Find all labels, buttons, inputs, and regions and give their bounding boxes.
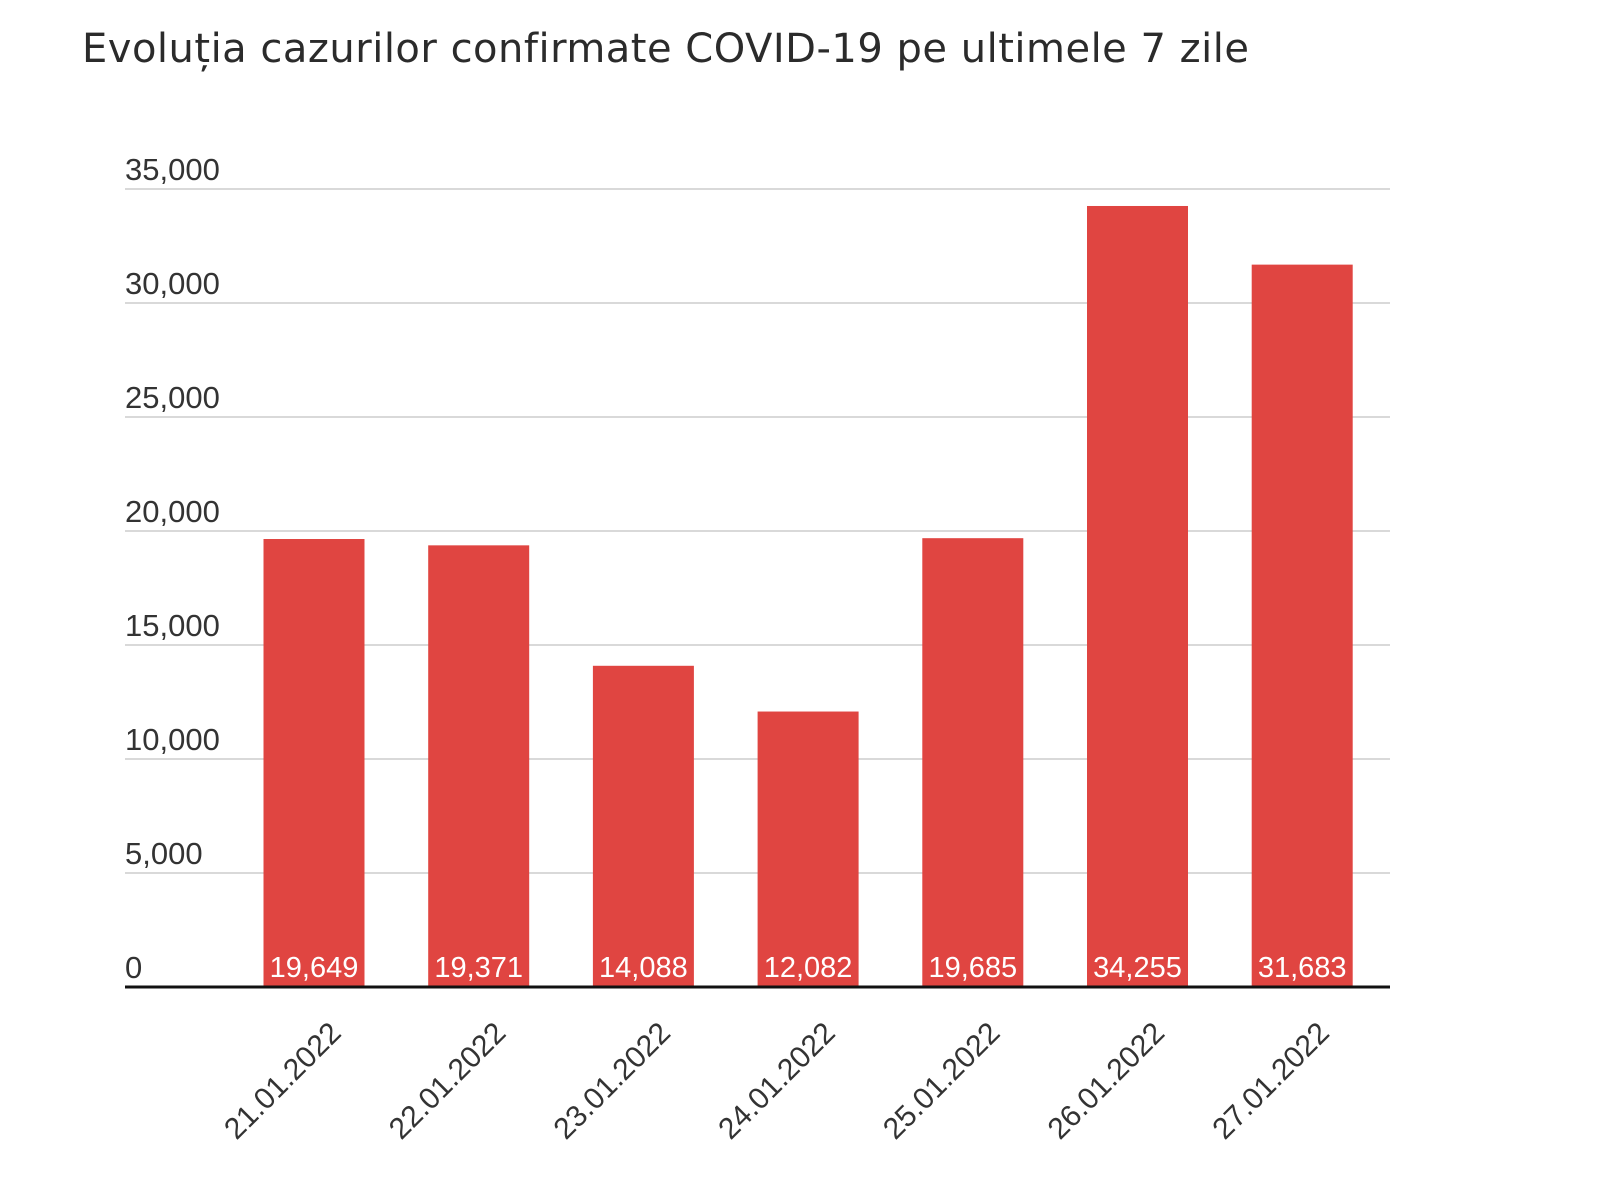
x-tick-label: 25.01.2022 <box>877 1016 1007 1146</box>
y-tick-label: 5,000 <box>125 836 203 871</box>
y-tick-label: 25,000 <box>125 380 220 415</box>
x-tick-label: 24.01.2022 <box>712 1016 842 1146</box>
bar-data-label: 12,082 <box>764 952 853 984</box>
bar-data-label: 31,683 <box>1258 952 1347 984</box>
bar <box>757 711 859 987</box>
bar-data-label: 19,685 <box>928 952 1017 984</box>
data-labels: 19,649 19,371 14,088 12,082 19,685 34,255 31,6… <box>270 952 1347 984</box>
x-tick-label: 22.01.2022 <box>383 1016 513 1146</box>
bar <box>592 665 694 987</box>
x-tick-label: 21.01.2022 <box>218 1016 348 1146</box>
x-tick-label: 26.01.2022 <box>1042 1016 1172 1146</box>
bar <box>428 545 530 987</box>
y-tick-label: 20,000 <box>125 494 220 529</box>
bar-data-label: 14,088 <box>599 952 688 984</box>
bar <box>1251 264 1353 988</box>
y-tick-label: 10,000 <box>125 722 220 757</box>
x-axis-ticks: 21.01.2022 22.01.2022 23.01.2022 24.01.2022… <box>218 1016 1336 1146</box>
bar <box>1087 205 1188 988</box>
y-tick-label: 15,000 <box>125 608 220 643</box>
bar <box>922 538 1024 987</box>
y-tick-label: 30,000 <box>125 266 220 301</box>
bar <box>263 539 365 987</box>
bar-data-label: 19,371 <box>434 952 523 984</box>
chart-title: Evoluția cazurilor confirmate COVID-19 p… <box>82 26 1250 72</box>
y-axis-ticks: 0 5,000 10,000 15,000 20,000 25,000 30,000 35,0… <box>125 152 220 985</box>
y-tick-label: 0 <box>125 950 142 985</box>
bar-data-label: 19,649 <box>270 952 359 984</box>
x-tick-label: 23.01.2022 <box>548 1016 678 1146</box>
bars <box>263 205 1353 988</box>
y-tick-label: 35,000 <box>125 152 220 187</box>
bar-data-label: 34,255 <box>1093 952 1182 984</box>
x-tick-label: 27.01.2022 <box>1206 1016 1336 1146</box>
